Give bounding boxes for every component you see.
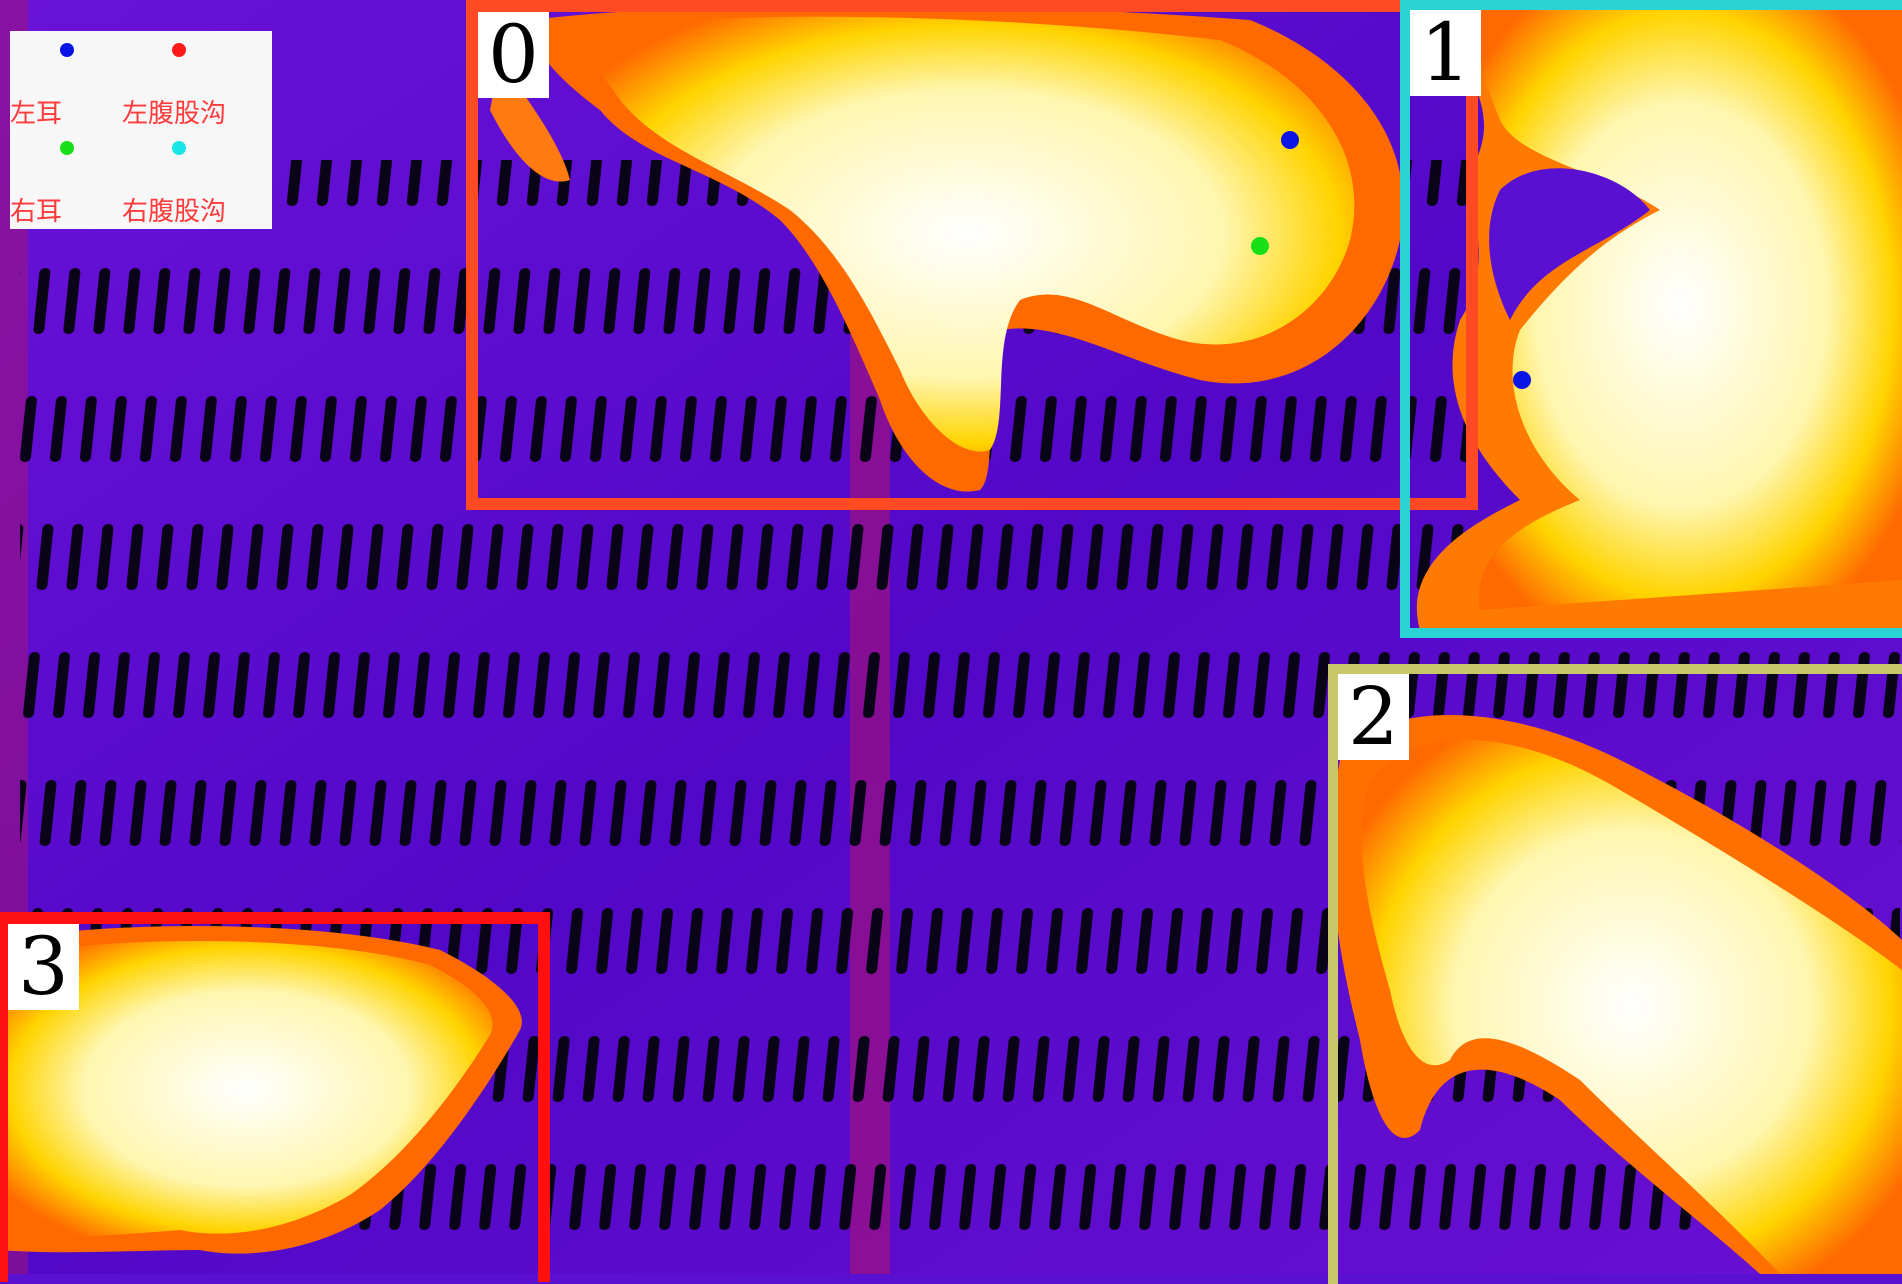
detection-box-1[interactable]: 1 [1400,0,1902,638]
detection-label-0: 0 [478,12,549,98]
legend-right-groin-label: 右腹股沟 [122,197,227,227]
keypoint-green-0 [1251,237,1269,255]
legend-left-groin-label: 左腹股沟 [122,99,227,129]
keypoint-blue-1 [1513,371,1531,389]
legend-right-groin-dot [172,141,186,155]
detection-box-3[interactable]: 3 [0,912,550,1282]
pig-2-body [1361,739,1902,1274]
detection-box-0[interactable]: 0 [466,0,1478,510]
pig-3-body [0,941,493,1238]
keypoint-legend: 左耳 左腹股沟 右耳 右腹股沟 [10,31,272,229]
legend-left-groin-dot [172,43,186,57]
detection-label-3: 3 [8,924,79,1010]
legend-right-ear-dot [60,141,74,155]
legend-right-ear-label: 右耳 [10,197,63,227]
pig-1-body [1460,0,1902,610]
legend-left-ear-dot [60,43,74,57]
detection-label-2: 2 [1338,674,1409,760]
detection-box-2[interactable]: 2 [1328,664,1902,1284]
pig-1-shadow [1489,168,1650,320]
keypoint-blue-0 [1281,131,1299,149]
legend-left-ear-label: 左耳 [10,99,63,129]
pig-0-body [580,16,1355,452]
detection-label-1: 1 [1410,10,1481,96]
